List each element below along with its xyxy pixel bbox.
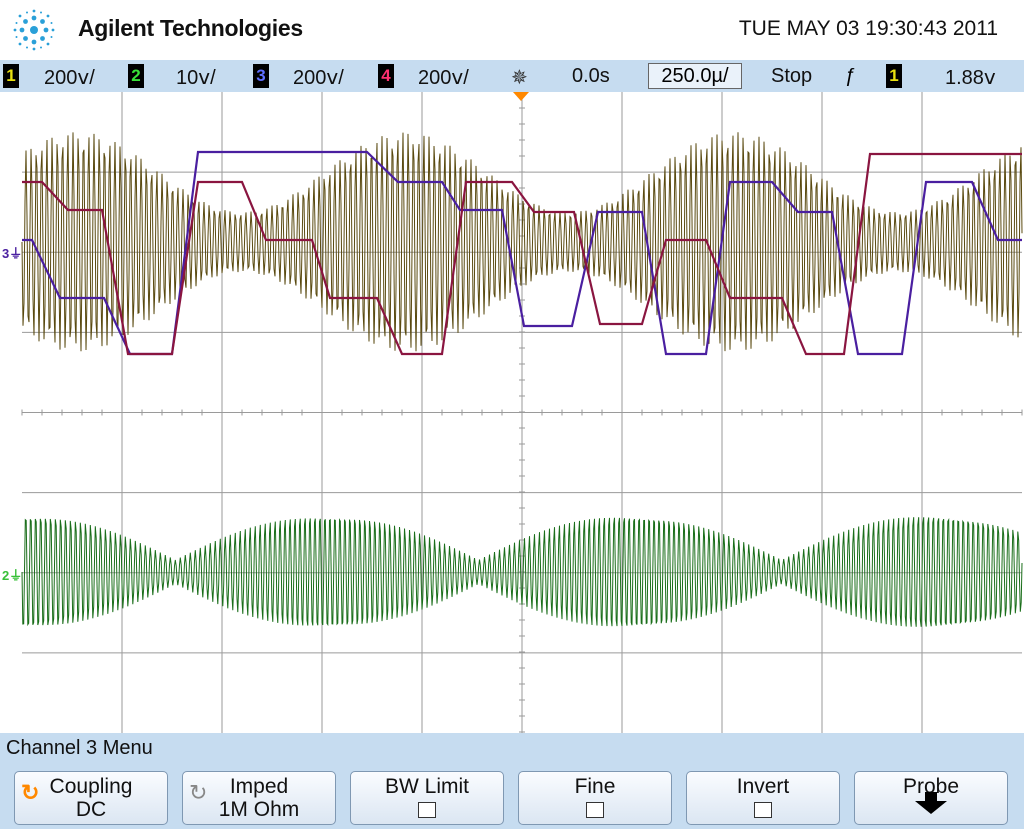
title-bar: Agilent Technologies TUE MAY 03 19:30:43…	[0, 0, 1024, 60]
status-bar: 1 200ⅴ/ 2 10ⅴ/ 3 200ⅴ/ 4 200ⅴ/ ✵ 0.0s 25…	[0, 60, 1024, 92]
channel-3-badge[interactable]: 3	[253, 64, 269, 88]
submenu-arrow-icon	[915, 792, 947, 814]
bw-limit-checkbox[interactable]	[418, 802, 436, 818]
cycle-icon: ↻	[21, 780, 40, 805]
channel-4-badge[interactable]: 4	[378, 64, 394, 88]
coupling-softkey[interactable]: ↻ Coupling DC	[14, 771, 168, 825]
impedance-value: 1M Ohm	[218, 798, 300, 821]
channel-2-scale: 10ⅴ/	[176, 67, 216, 89]
invert-softkey[interactable]: Invert	[686, 771, 840, 825]
trigger-source-badge[interactable]: 1	[886, 64, 902, 88]
coupling-label: Coupling	[49, 775, 133, 798]
bw-limit-label: BW Limit	[385, 775, 469, 798]
run-state: Stop	[771, 65, 813, 87]
bw-limit-softkey[interactable]: BW Limit	[350, 771, 504, 825]
channel-3-ground-marker[interactable]: 3⏚	[2, 246, 23, 261]
impedance-softkey[interactable]: ↻ Imped 1M Ohm	[182, 771, 336, 825]
date-time: TUE MAY 03 19:30:43 2011	[738, 17, 998, 40]
trigger-level: 1.88ⅴ	[945, 67, 996, 89]
waveform-display[interactable]	[0, 91, 1024, 733]
graticule	[21, 91, 1023, 733]
softkey-menu: Channel 3 Menu ↻ Coupling DC ↻ Imped 1M …	[0, 733, 1024, 829]
cycle-icon: ↻	[189, 780, 208, 805]
impedance-label: Imped	[229, 775, 289, 798]
acquire-mode-icon: ✵	[511, 67, 528, 89]
fine-checkbox[interactable]	[586, 802, 604, 818]
menu-title: Channel 3 Menu	[6, 737, 153, 759]
channel-2-badge[interactable]: 2	[128, 64, 144, 88]
coupling-value: DC	[75, 798, 107, 821]
channel-4-scale: 200ⅴ/	[418, 67, 469, 89]
channel-1-scale: 200ⅴ/	[44, 67, 95, 89]
channel-2-trace	[21, 517, 1023, 627]
trigger-edge-icon: ƒ	[845, 65, 857, 87]
timebase-field[interactable]: 250.0µ/	[648, 63, 742, 89]
fine-label: Fine	[574, 775, 616, 798]
probe-label: Probe	[902, 775, 960, 798]
channel-2-ground-marker[interactable]: 2⏚	[2, 568, 23, 583]
fine-softkey[interactable]: Fine	[518, 771, 672, 825]
channel-1-badge[interactable]: 1	[3, 64, 19, 88]
horizontal-delay: 0.0s	[572, 65, 610, 87]
brand-name: Agilent Technologies	[78, 15, 303, 41]
invert-checkbox[interactable]	[754, 802, 772, 818]
agilent-spark-logo-icon	[13, 9, 55, 51]
probe-softkey[interactable]: Probe	[854, 771, 1008, 825]
channel-3-scale: 200ⅴ/	[293, 67, 344, 89]
invert-label: Invert	[736, 775, 790, 798]
trigger-position-marker[interactable]	[513, 92, 529, 101]
channel-4-trace	[22, 152, 1022, 356]
